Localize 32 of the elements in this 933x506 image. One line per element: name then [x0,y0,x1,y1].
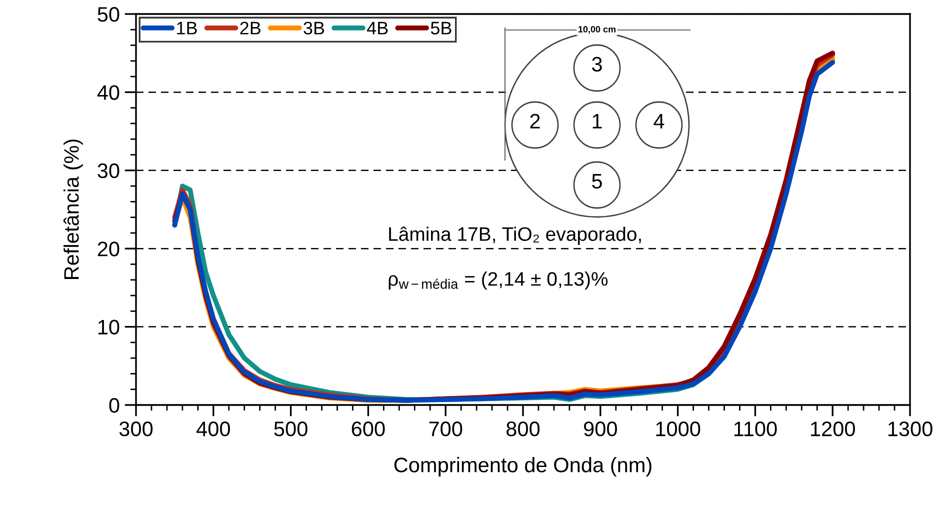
annotation: 2 [530,114,540,128]
x-tick-label: 400 [196,422,230,436]
x-tick-label: 800 [506,422,540,436]
y-axis-title: Refletância (%) [63,140,83,279]
x-tick-label: 300 [119,422,153,436]
legend-label: 4B [366,22,388,34]
x-axis-title: Comprimento de Onda (nm) [394,457,652,476]
x-tick-label: 700 [429,422,462,436]
annotation: 3 [592,56,602,72]
annotation: 4 [654,114,664,128]
x-tick-label: 1200 [811,422,855,436]
y-tick-label: 10 [98,320,120,335]
x-tick-label: 600 [352,422,385,436]
y-tick-label: 50 [98,7,120,22]
legend-label: 2B [240,22,260,34]
y-tick-label: 20 [98,242,120,256]
y-tick-label: 40 [97,85,120,100]
y-tick-label: 30 [98,163,120,178]
x-tick-label: 500 [274,422,308,436]
x-tick-label: 1000 [656,422,700,436]
annotation: 1 [592,114,602,128]
legend-label: 3B [304,22,324,34]
y-tick-label: 0 [109,398,120,413]
legend-label: 1B [177,22,197,34]
x-tick-label: 900 [584,422,617,436]
annotation: 10,00 cm [578,26,616,34]
x-tick-label: 1100 [734,422,777,436]
annotation: 5 [592,174,602,189]
annotation: ρ$_{w−média}$ = (2,14 ± 0,13)% [388,272,608,290]
annotation: Lâmina 17B, TiO₂ evaporado, [389,226,641,245]
legend-label: 5B [430,22,452,34]
x-tick-label: 1300 [888,422,932,436]
